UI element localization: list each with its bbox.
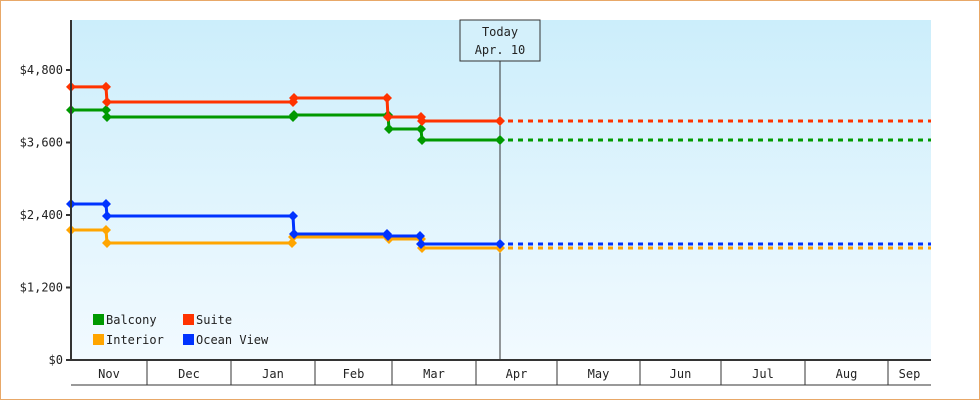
- data-point[interactable]: [382, 93, 392, 104]
- plot-area: [71, 20, 931, 360]
- data-point[interactable]: [101, 199, 111, 210]
- month-label: Dec: [178, 367, 200, 381]
- data-point[interactable]: [102, 237, 112, 248]
- data-point[interactable]: [495, 135, 505, 146]
- y-tick-label: $4,800: [20, 63, 63, 77]
- data-point[interactable]: [383, 231, 393, 242]
- series-suite: [66, 81, 931, 126]
- month-label: Aug: [836, 367, 858, 381]
- legend-swatch: [93, 334, 104, 345]
- data-point[interactable]: [289, 110, 299, 121]
- today-date: Apr. 10: [475, 43, 526, 57]
- y-tick-label: $2,400: [20, 208, 63, 222]
- x-axis-months: Nov Dec Jan Feb Mar Apr May Jun Jul Aug Sep: [71, 359, 931, 386]
- month-label: May: [588, 367, 610, 381]
- month-label: Jan: [262, 367, 284, 381]
- month-label: Jun: [670, 367, 692, 381]
- legend-item-interior: Interior: [93, 333, 164, 347]
- today-label-box: [459, 19, 541, 62]
- data-point[interactable]: [102, 97, 112, 108]
- month-label: Jul: [752, 367, 774, 381]
- legend-item-ocean-view: Ocean View: [183, 333, 269, 347]
- data-point[interactable]: [416, 123, 426, 134]
- legend-swatch: [183, 314, 194, 325]
- data-point[interactable]: [101, 104, 111, 115]
- data-point[interactable]: [416, 239, 426, 249]
- legend-label: Ocean View: [196, 333, 269, 347]
- data-point[interactable]: [417, 135, 427, 146]
- legend-swatch: [93, 314, 104, 325]
- data-point[interactable]: [289, 93, 299, 104]
- series-lines: [66, 81, 931, 253]
- data-point[interactable]: [384, 123, 394, 134]
- legend-label: Interior: [106, 333, 164, 347]
- data-point[interactable]: [495, 115, 505, 126]
- month-label: Mar: [423, 367, 445, 381]
- data-point[interactable]: [101, 81, 111, 92]
- data-point[interactable]: [102, 112, 112, 123]
- data-point[interactable]: [383, 112, 393, 123]
- month-label: Feb: [343, 367, 365, 381]
- month-label: Nov: [98, 367, 120, 381]
- data-point[interactable]: [102, 211, 112, 222]
- legend-swatch: [183, 334, 194, 345]
- today-label: Today: [482, 25, 518, 39]
- data-point[interactable]: [415, 231, 425, 242]
- legend-label: Balcony: [106, 313, 157, 327]
- legend-item-suite: Suite: [183, 313, 232, 327]
- y-tick-label: $0: [49, 353, 63, 367]
- today-marker: Today Apr. 10: [459, 19, 541, 360]
- y-axis: $0 $1,200 $2,400 $3,600 $4,800: [20, 20, 72, 367]
- y-tick-label: $3,600: [20, 136, 63, 150]
- data-point[interactable]: [417, 115, 427, 126]
- legend-label: Suite: [196, 313, 232, 327]
- month-label: Apr: [506, 367, 528, 381]
- data-point[interactable]: [495, 239, 505, 249]
- series-ocean-view: [66, 199, 931, 249]
- legend: Balcony Suite Interior Ocean View: [93, 313, 269, 347]
- legend-item-balcony: Balcony: [93, 313, 157, 327]
- data-point[interactable]: [288, 211, 298, 222]
- data-point[interactable]: [289, 229, 299, 240]
- series-balcony: [66, 104, 931, 146]
- month-label: Sep: [899, 367, 921, 381]
- data-point[interactable]: [101, 224, 111, 235]
- y-tick-label: $1,200: [20, 281, 63, 295]
